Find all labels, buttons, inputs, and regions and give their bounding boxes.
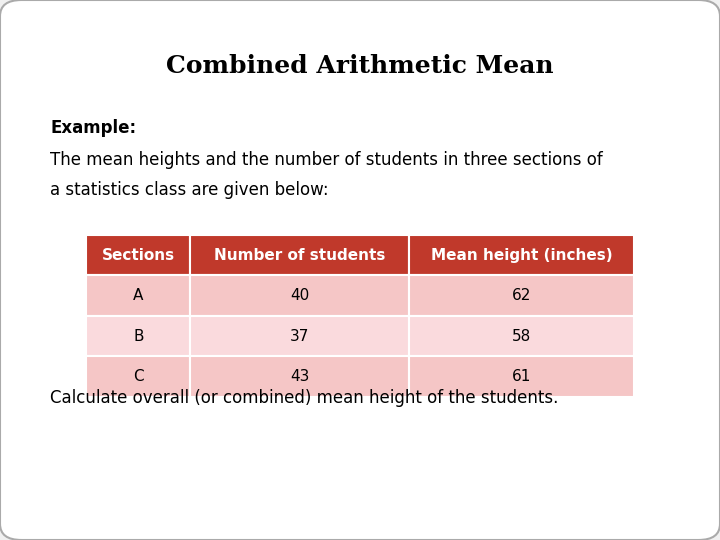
Text: Number of students: Number of students bbox=[214, 248, 385, 262]
Bar bbox=[86, 235, 190, 275]
Text: Sections: Sections bbox=[102, 248, 175, 262]
Text: Mean height (inches): Mean height (inches) bbox=[431, 248, 612, 262]
Text: C: C bbox=[133, 369, 144, 384]
Text: Calculate overall (or combined) mean height of the students.: Calculate overall (or combined) mean hei… bbox=[50, 389, 559, 407]
Text: B: B bbox=[133, 329, 143, 343]
Bar bbox=[409, 356, 634, 397]
Text: 61: 61 bbox=[512, 369, 531, 384]
Text: 37: 37 bbox=[290, 329, 310, 343]
Bar bbox=[409, 275, 634, 316]
Text: Example:: Example: bbox=[50, 119, 137, 137]
Text: Combined Arithmetic Mean: Combined Arithmetic Mean bbox=[166, 54, 554, 78]
Bar bbox=[190, 316, 409, 356]
Text: The mean heights and the number of students in three sections of: The mean heights and the number of stude… bbox=[50, 151, 603, 169]
Bar bbox=[409, 316, 634, 356]
Text: 62: 62 bbox=[512, 288, 531, 303]
Bar bbox=[190, 356, 409, 397]
Bar bbox=[190, 275, 409, 316]
Bar bbox=[190, 235, 409, 275]
Text: a statistics class are given below:: a statistics class are given below: bbox=[50, 181, 329, 199]
Text: 58: 58 bbox=[512, 329, 531, 343]
Bar bbox=[409, 235, 634, 275]
Bar bbox=[86, 356, 190, 397]
Text: A: A bbox=[133, 288, 143, 303]
Bar bbox=[86, 316, 190, 356]
Text: 43: 43 bbox=[290, 369, 310, 384]
Text: 40: 40 bbox=[290, 288, 310, 303]
Bar bbox=[86, 275, 190, 316]
